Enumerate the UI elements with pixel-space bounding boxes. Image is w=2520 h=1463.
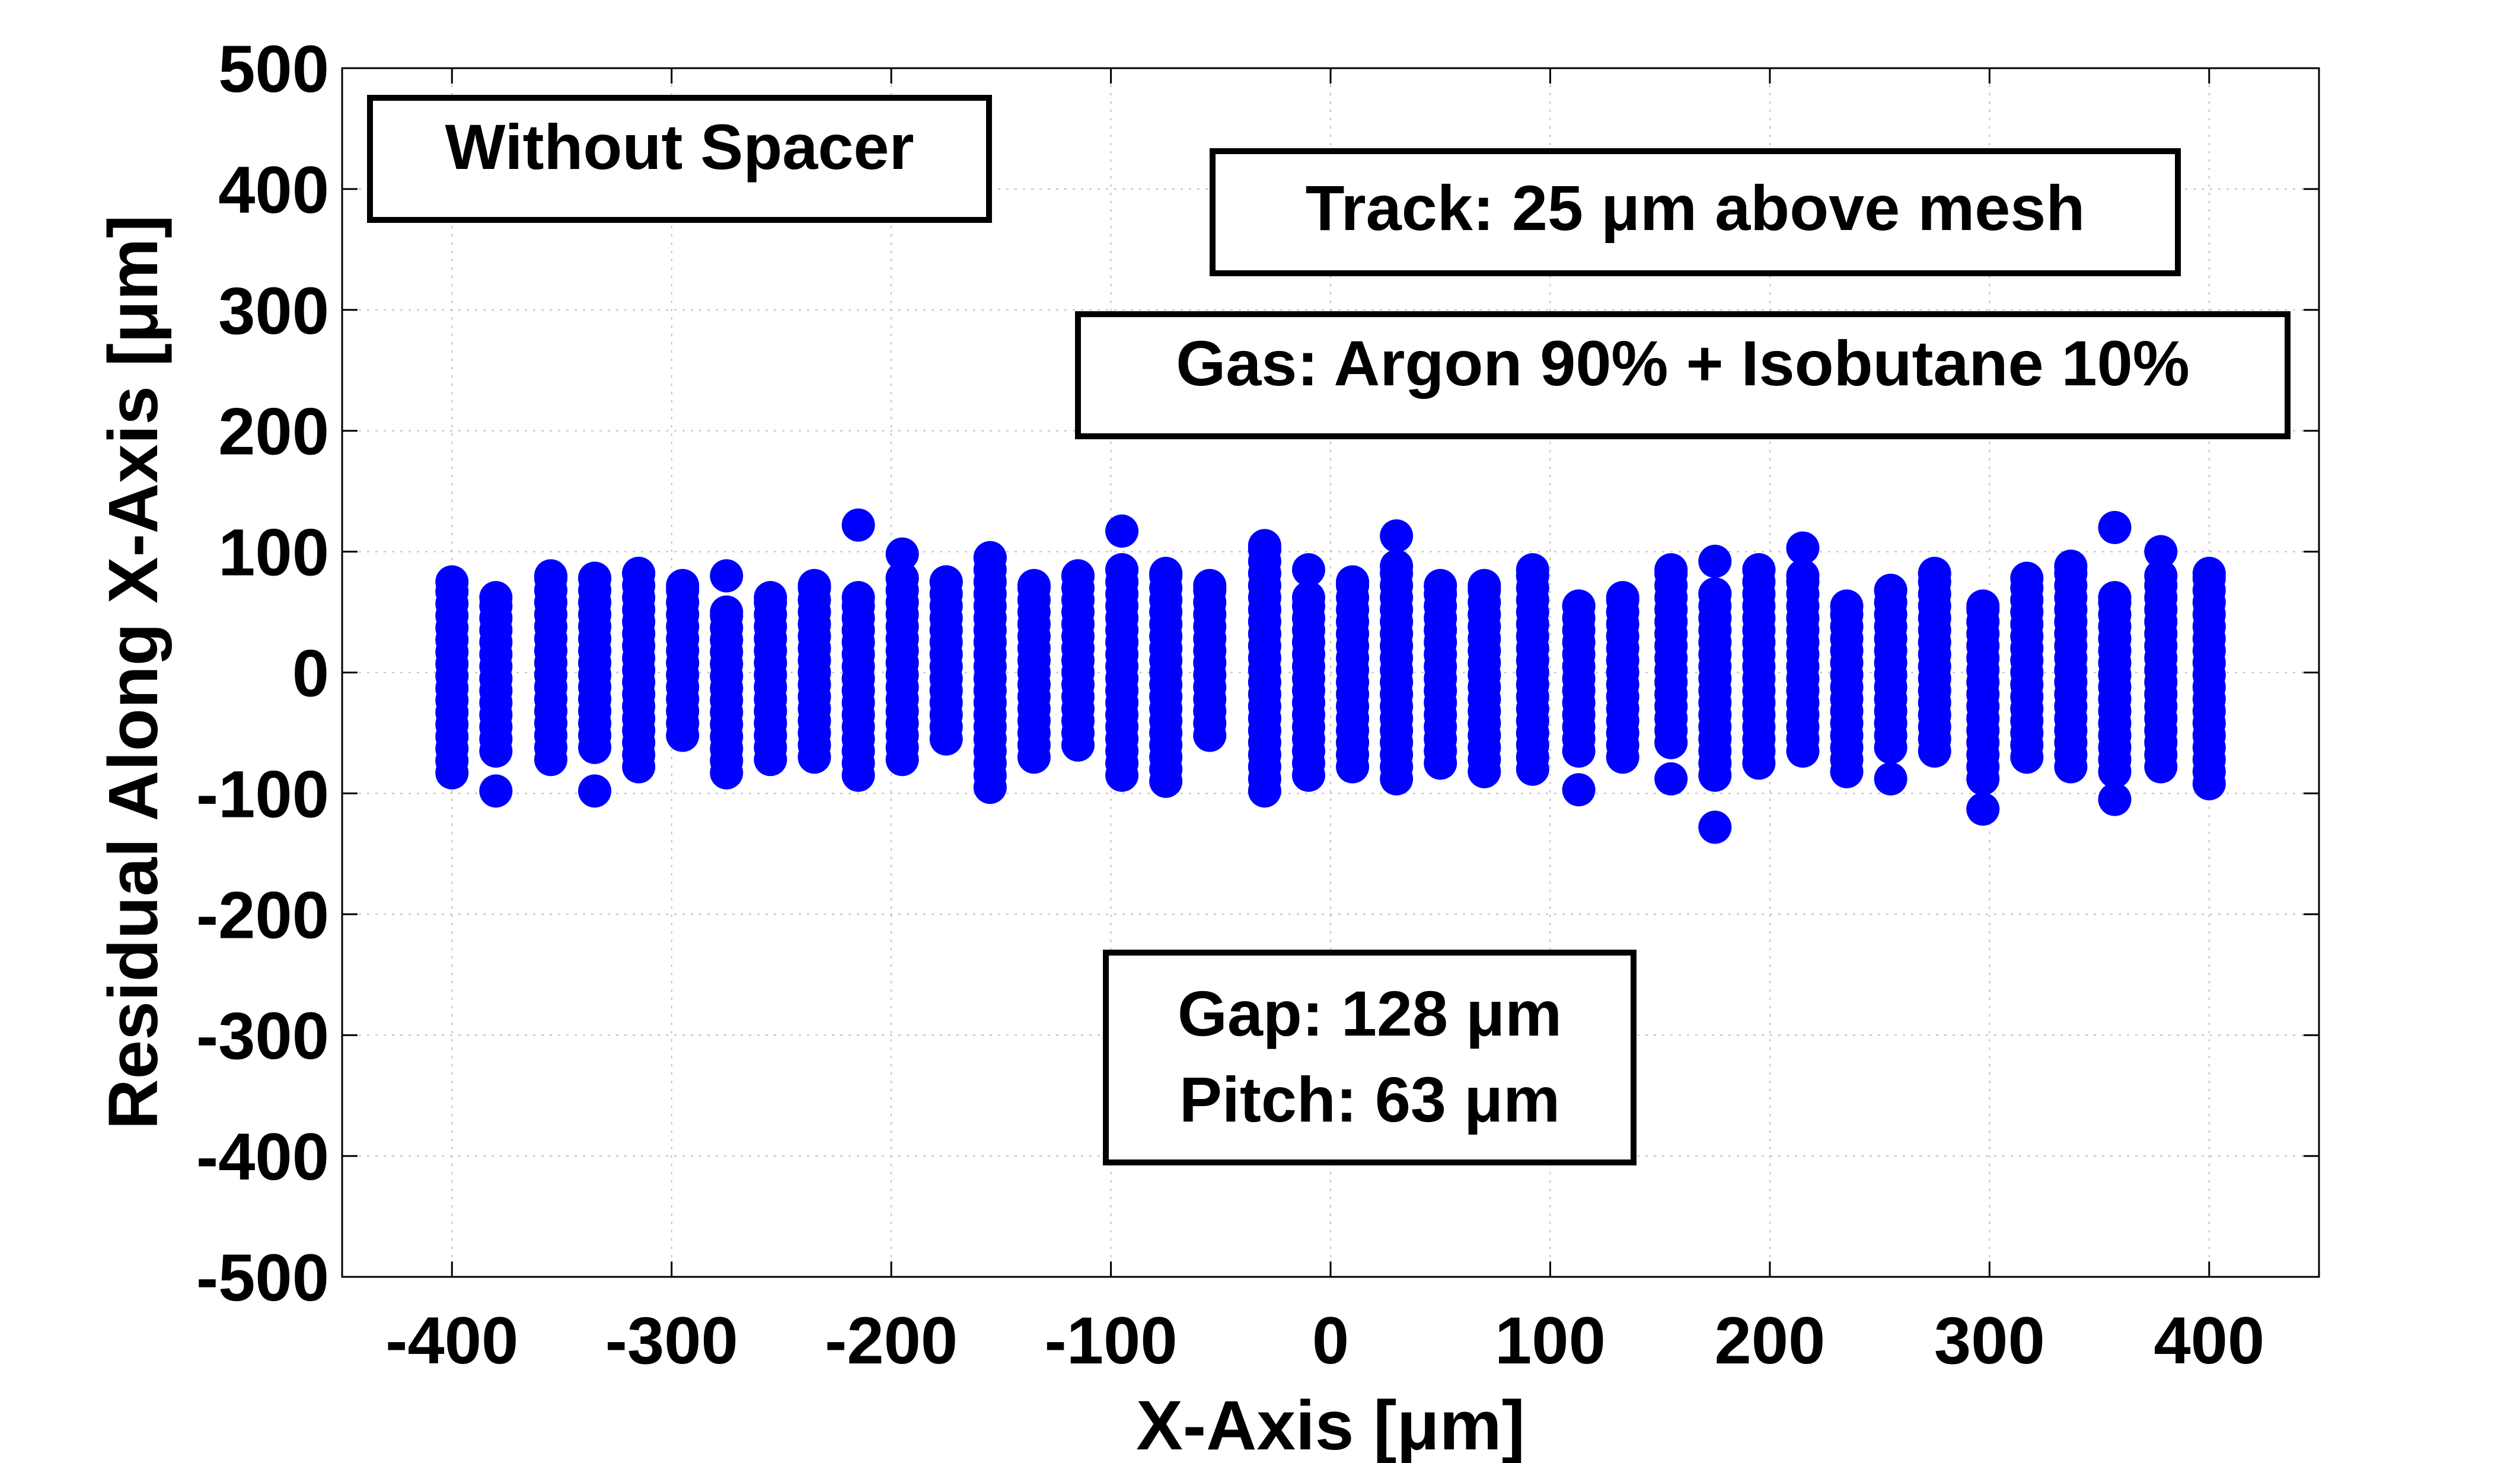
data-point bbox=[2192, 557, 2226, 590]
data-point bbox=[1698, 577, 1732, 611]
y-tick-label: 400 bbox=[218, 153, 329, 227]
annotation-gap-text: Gap: 128 μm bbox=[1178, 978, 1562, 1049]
annotation-gap-pitch: Gap: 128 μm Pitch: 63 μm bbox=[1103, 950, 1637, 1165]
x-tick-label: 200 bbox=[1714, 1304, 1825, 1378]
data-point-outlier bbox=[1562, 773, 1596, 807]
data-point bbox=[1193, 568, 1227, 602]
data-point bbox=[2054, 550, 2088, 583]
data-point bbox=[622, 557, 656, 590]
data-point bbox=[1468, 568, 1501, 602]
x-tick-label: 100 bbox=[1495, 1304, 1606, 1378]
data-point-outlier bbox=[2144, 535, 2178, 568]
data-point-outlier bbox=[1874, 762, 1907, 796]
data-point bbox=[1830, 589, 1864, 623]
data-point bbox=[710, 595, 744, 629]
data-point bbox=[2144, 559, 2178, 593]
x-tick-label: -400 bbox=[385, 1304, 518, 1378]
x-tick-label: -200 bbox=[825, 1304, 958, 1378]
annotation-without-spacer: Without Spacer bbox=[367, 95, 992, 223]
annotation-gas-text: Gas: Argon 90% + Isobutane 10% bbox=[1176, 327, 2190, 399]
annotation-track-text: Track: 25 μm above mesh bbox=[1306, 172, 2085, 244]
x-axis-label: X-Axis [μm] bbox=[1136, 1387, 1525, 1463]
data-point-outlier bbox=[2098, 782, 2132, 816]
data-point-outlier bbox=[1786, 531, 1820, 565]
y-tick-label: -100 bbox=[196, 757, 329, 831]
data-point bbox=[1874, 573, 1907, 607]
annotation-track: Track: 25 μm above mesh bbox=[1210, 148, 2181, 276]
y-tick-label: 0 bbox=[292, 637, 329, 711]
y-tick-label: -200 bbox=[196, 878, 329, 952]
x-tick-label: 400 bbox=[2154, 1304, 2264, 1378]
data-point bbox=[1966, 589, 2000, 623]
data-point-outlier bbox=[1105, 514, 1139, 548]
data-point bbox=[1786, 559, 1820, 593]
y-tick-label: -400 bbox=[196, 1120, 329, 1194]
data-point-outlier bbox=[1698, 810, 1732, 844]
data-points bbox=[435, 508, 2226, 844]
y-tick-label: -500 bbox=[196, 1241, 329, 1315]
data-point-outlier bbox=[1966, 792, 2000, 826]
data-point bbox=[1248, 529, 1281, 563]
data-point-outlier bbox=[2098, 510, 2132, 544]
data-point bbox=[841, 581, 875, 615]
data-point bbox=[798, 568, 831, 602]
data-point bbox=[1424, 568, 1457, 602]
data-point bbox=[973, 541, 1007, 574]
annotation-without-spacer-text: Without Spacer bbox=[445, 111, 914, 183]
data-point-outlier bbox=[1291, 553, 1325, 587]
data-point bbox=[929, 565, 963, 599]
data-point bbox=[666, 568, 700, 602]
y-tick-label: 100 bbox=[218, 516, 329, 590]
y-axis-label: Residual Along X-Axis [μm] bbox=[94, 215, 173, 1130]
data-point bbox=[1516, 553, 1549, 587]
data-point bbox=[1606, 581, 1639, 615]
y-tick-label: 500 bbox=[218, 32, 329, 106]
x-tick-label: 300 bbox=[1934, 1304, 2045, 1378]
data-point bbox=[479, 581, 513, 615]
data-point bbox=[1918, 557, 1951, 590]
data-point-outlier bbox=[710, 559, 744, 593]
y-tick-labels: 500 400 300 200 100 0 -100 -200 -300 -400 -500 bbox=[196, 32, 329, 1315]
data-point bbox=[1654, 553, 1688, 587]
data-point-outlier bbox=[479, 774, 513, 808]
data-point bbox=[754, 581, 787, 615]
data-point bbox=[2098, 581, 2132, 615]
x-tick-label: 0 bbox=[1312, 1304, 1349, 1378]
data-point bbox=[435, 565, 469, 599]
data-point bbox=[885, 561, 919, 595]
data-point-outlier bbox=[1380, 519, 1414, 553]
data-point bbox=[1291, 581, 1325, 615]
data-point bbox=[1017, 568, 1051, 602]
data-point bbox=[534, 559, 567, 593]
annotation-pitch-text: Pitch: 63 μm bbox=[1179, 1063, 1560, 1135]
y-tick-label: 300 bbox=[218, 274, 329, 348]
axis-ticks bbox=[342, 67, 2319, 1278]
data-point bbox=[1149, 557, 1183, 590]
data-point bbox=[1105, 553, 1139, 587]
data-point-outlier bbox=[841, 508, 875, 542]
annotation-gas: Gas: Argon 90% + Isobutane 10% bbox=[1075, 311, 2291, 439]
x-tick-labels: -400 -300 -200 -100 0 100 200 300 400 bbox=[385, 1304, 2264, 1378]
data-point bbox=[1061, 559, 1095, 593]
plot-frame bbox=[341, 67, 2320, 1278]
y-tick-label: 200 bbox=[218, 395, 329, 469]
data-point bbox=[1380, 550, 1414, 583]
data-point bbox=[1742, 553, 1776, 587]
data-point-outlier bbox=[1698, 544, 1732, 578]
data-point bbox=[2010, 561, 2044, 595]
data-point bbox=[578, 561, 612, 595]
y-tick-label: -300 bbox=[196, 999, 329, 1073]
data-point bbox=[1336, 565, 1370, 599]
data-point-outlier bbox=[578, 774, 612, 808]
data-point bbox=[1562, 589, 1596, 623]
data-point-outlier bbox=[1654, 762, 1688, 796]
x-tick-label: -100 bbox=[1044, 1304, 1177, 1378]
x-tick-label: -300 bbox=[605, 1304, 738, 1378]
data-point-outlier bbox=[885, 537, 919, 571]
